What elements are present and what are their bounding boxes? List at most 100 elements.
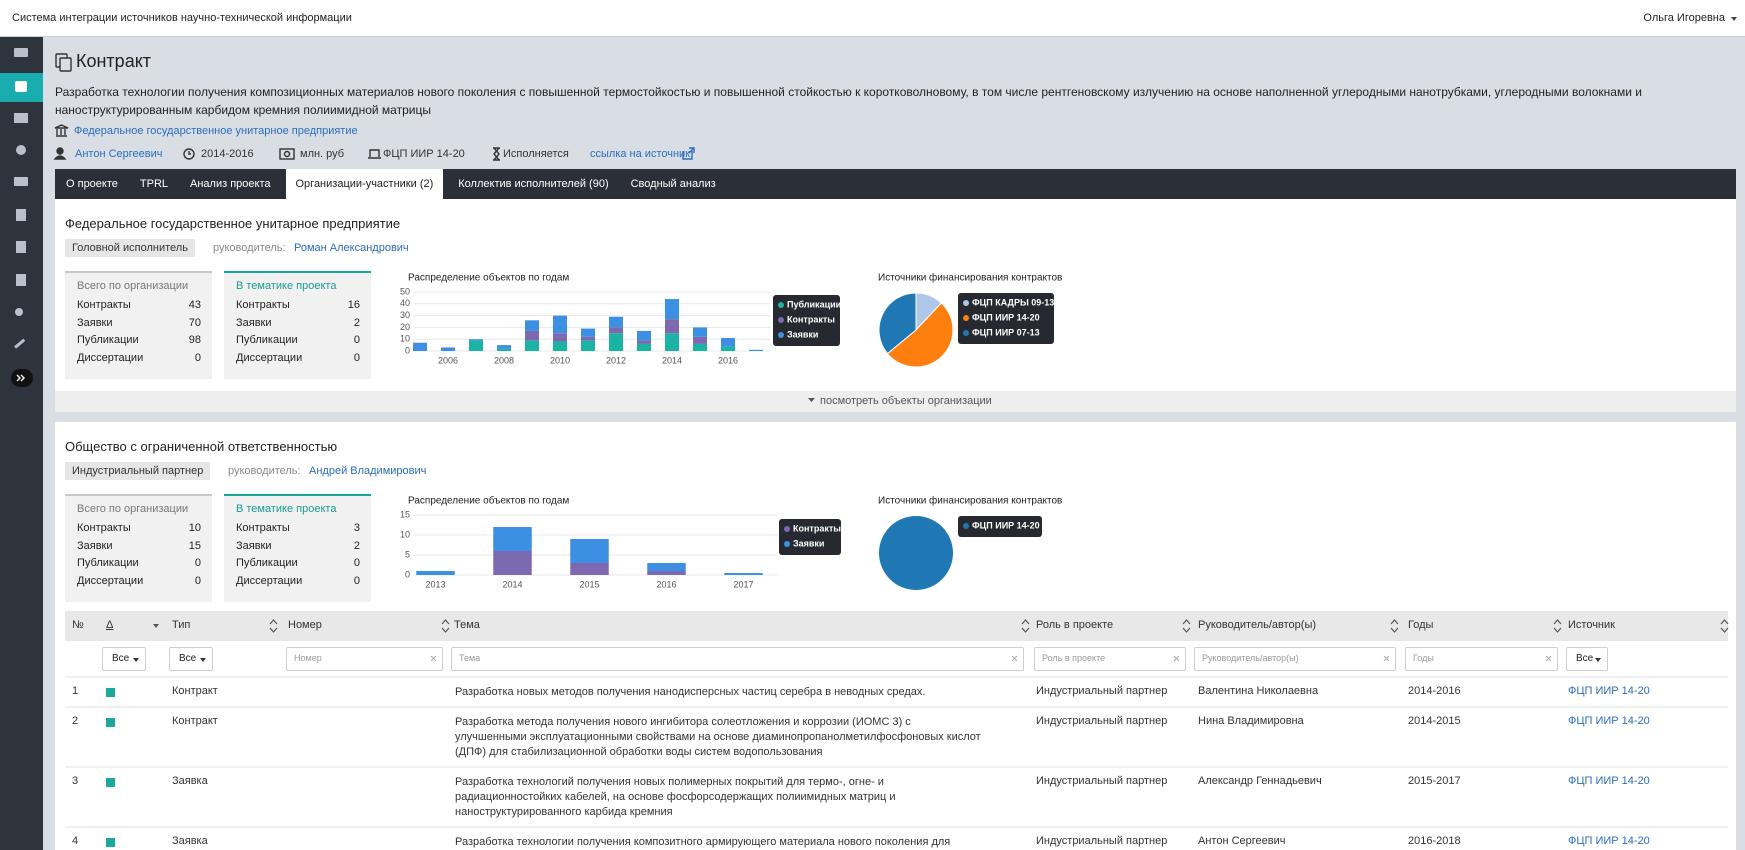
cell-source[interactable]: ФЦП ИИР 14-20 — [1568, 715, 1650, 727]
tab[interactable]: Коллектив исполнителей (90) — [458, 178, 609, 190]
stats-value: 98 — [188, 334, 201, 346]
manager-link[interactable]: Андрей Владимирович — [309, 465, 427, 477]
sidebar — [0, 37, 43, 850]
tab[interactable]: TPRL — [139, 178, 169, 190]
stats-label: Публикации — [236, 557, 298, 569]
filter-label: Роль в проекте — [1042, 653, 1106, 663]
cell-source[interactable]: ФЦП ИИР 14-20 — [1568, 685, 1650, 697]
role-badge: Головной исполнитель — [65, 239, 195, 257]
filter-label: Тема — [459, 653, 481, 663]
cell-source[interactable]: ФЦП ИИР 14-20 — [1568, 775, 1650, 787]
currency: млн. руб — [300, 148, 345, 160]
stats-label: Заявки — [77, 316, 113, 329]
cell-type: Контракт — [172, 715, 218, 727]
sidebar-active[interactable] — [0, 73, 43, 102]
page-title: Контракт — [76, 51, 152, 71]
stats-label: Диссертации — [77, 574, 144, 587]
filter-select[interactable] — [169, 647, 213, 671]
source-link[interactable]: ссылка на источник — [590, 148, 690, 160]
stats-box — [65, 494, 212, 602]
cell-source[interactable]: ФЦП ИИР 14-20 — [1568, 835, 1650, 847]
tab[interactable]: Сводный анализ — [630, 178, 716, 190]
icon — [368, 149, 381, 159]
manager-link[interactable]: Антон Сергеевич — [75, 148, 163, 160]
stats-label: Публикации — [77, 334, 139, 346]
filter-input[interactable] — [1034, 647, 1186, 671]
role-badge: Индустриальный партнер — [65, 462, 211, 480]
cell-person: Антон Сергеевич — [1198, 835, 1286, 847]
column-header[interactable]: Роль в проекте — [1036, 619, 1114, 631]
stats-value: 0 — [353, 351, 360, 364]
manager-link[interactable]: Роман Александрович — [294, 242, 409, 254]
column-header[interactable]: № — [72, 619, 84, 631]
show-objects-link[interactable]: посмотреть объекты организации — [820, 395, 992, 407]
icon — [283, 150, 291, 158]
stats-value: 10 — [188, 522, 201, 534]
manager-label: руководитель: — [228, 465, 301, 477]
icon — [188, 151, 191, 155]
cell-theme: Разработка новых методов получения нанод… — [455, 686, 926, 698]
top-bar — [0, 0, 1745, 37]
stats-box — [65, 271, 212, 379]
app-title: Система интеграции источников научно-тех… — [12, 12, 352, 24]
stats-box — [224, 494, 371, 602]
cell-person: Валентина Николаевна — [1198, 685, 1319, 697]
stats-box — [224, 271, 371, 379]
cell-theme: Разработка технологии получения композит… — [455, 836, 951, 848]
cell-years: 2015-2017 — [1408, 775, 1461, 787]
type-marker — [106, 778, 115, 787]
stats-value: 0 — [353, 557, 360, 569]
show-objects-bar[interactable] — [55, 391, 1736, 412]
column-header[interactable]: Руководитель/автор(ы) — [1198, 619, 1317, 631]
stats-label: Диссертации — [236, 351, 303, 364]
filter-input[interactable] — [286, 647, 443, 671]
stats-label: Контракты — [236, 522, 290, 534]
filter-select[interactable] — [1566, 647, 1608, 671]
tab[interactable]: Организации-участники (2) — [285, 169, 444, 199]
cell-years: 2016-2018 — [1408, 835, 1461, 847]
cell-theme: Разработка метода получения нового ингиб… — [455, 716, 981, 758]
column-header[interactable]: Номер — [288, 619, 322, 631]
years: 2014-2016 — [201, 148, 254, 160]
filter-input[interactable] — [451, 647, 1024, 671]
type-marker — [106, 838, 115, 847]
filter-label: Руководитель/автор(ы) — [1202, 653, 1299, 663]
organization-name: Федеральное государственное унитарное пр… — [65, 216, 401, 231]
filter-label: Все — [1576, 653, 1594, 664]
stats-title: В тематике проекта — [236, 503, 337, 515]
stats-value: 0 — [194, 351, 201, 364]
filter-input[interactable] — [1405, 647, 1558, 671]
stats-title: Всего по организации — [77, 503, 189, 515]
stats-value: 15 — [188, 539, 201, 552]
column-header[interactable]: Δ — [106, 619, 114, 631]
stats-label: Контракты — [77, 522, 131, 534]
user-menu[interactable]: Ольга Игоревна — [1643, 12, 1725, 24]
cell-number: 4 — [72, 835, 79, 847]
column-header[interactable]: Тип — [172, 619, 191, 631]
stats-label: Публикации — [77, 557, 139, 569]
stats-label: Заявки — [77, 539, 113, 552]
program: ФЦП ИИР 14-20 — [383, 148, 465, 160]
icon — [279, 148, 295, 160]
stats-value: 3 — [353, 522, 360, 534]
icon — [55, 53, 68, 68]
cell-role: Индустриальный партнер — [1036, 835, 1168, 847]
filter-label: Номер — [294, 653, 322, 663]
stats-value: 70 — [188, 316, 201, 329]
tab[interactable]: Анализ проекта — [190, 178, 271, 190]
cell-role: Индустриальный партнер — [1036, 715, 1168, 727]
icon — [53, 155, 67, 160]
status: Исполняется — [503, 148, 569, 160]
icon — [493, 147, 500, 161]
column-header[interactable]: Тема — [454, 619, 480, 631]
stats-value: 2 — [353, 316, 360, 329]
stats-value: 0 — [353, 334, 360, 346]
tab[interactable]: О проекте — [66, 178, 118, 190]
cell-type: Заявка — [172, 835, 208, 847]
organization-link[interactable]: Федеральное государственное унитарное пр… — [74, 125, 358, 137]
filter-input[interactable] — [1194, 647, 1396, 671]
type-marker — [106, 688, 115, 697]
column-header[interactable]: Источник — [1568, 619, 1615, 631]
column-header[interactable]: Годы — [1408, 619, 1434, 631]
